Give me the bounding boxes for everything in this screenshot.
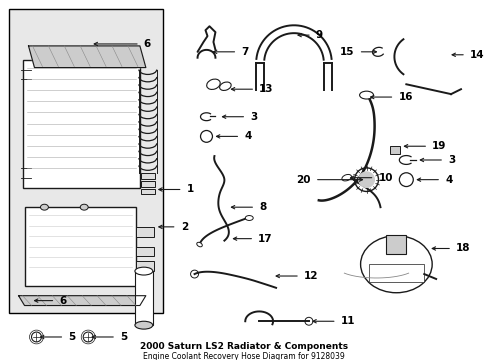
Polygon shape	[28, 46, 145, 68]
Bar	[135, 271, 152, 325]
Ellipse shape	[196, 242, 202, 247]
Bar	[136, 247, 154, 256]
Bar	[141, 181, 155, 186]
Text: 18: 18	[455, 243, 469, 253]
Bar	[9, 9, 163, 314]
Bar	[136, 261, 154, 271]
Bar	[141, 189, 155, 194]
Text: 13: 13	[259, 84, 273, 94]
Bar	[386, 235, 406, 255]
Ellipse shape	[341, 175, 351, 181]
Ellipse shape	[41, 204, 48, 210]
Text: Engine Coolant Recovery Hose Diagram for 9128039: Engine Coolant Recovery Hose Diagram for…	[142, 352, 344, 360]
Text: 14: 14	[469, 50, 484, 60]
Ellipse shape	[245, 216, 253, 220]
Text: 19: 19	[431, 141, 446, 151]
Bar	[24, 207, 136, 286]
Text: 20: 20	[296, 175, 310, 185]
Text: 6: 6	[143, 39, 151, 49]
Bar	[368, 264, 424, 282]
Text: 16: 16	[398, 92, 412, 102]
Bar	[141, 173, 155, 179]
Ellipse shape	[135, 267, 152, 275]
Ellipse shape	[135, 321, 152, 329]
Bar	[389, 146, 400, 154]
Ellipse shape	[206, 79, 220, 90]
Text: 2000 Saturn LS2 Radiator & Components: 2000 Saturn LS2 Radiator & Components	[140, 342, 347, 351]
Text: 4: 4	[244, 131, 251, 141]
Text: 7: 7	[241, 47, 248, 57]
Text: 3: 3	[250, 112, 257, 122]
Text: 5: 5	[120, 332, 127, 342]
Circle shape	[358, 172, 374, 188]
Text: 9: 9	[315, 30, 322, 40]
Bar	[22, 60, 140, 188]
Ellipse shape	[80, 204, 88, 210]
Text: 12: 12	[304, 271, 318, 281]
Bar	[136, 227, 154, 237]
Text: 15: 15	[340, 47, 354, 57]
Ellipse shape	[360, 236, 431, 293]
Text: 11: 11	[340, 316, 354, 326]
Text: 1: 1	[186, 184, 193, 194]
Ellipse shape	[359, 91, 373, 99]
Text: 6: 6	[59, 296, 66, 306]
Text: 4: 4	[444, 175, 451, 185]
Text: 10: 10	[378, 173, 392, 183]
Ellipse shape	[219, 82, 231, 90]
Polygon shape	[19, 296, 145, 306]
Text: 8: 8	[259, 202, 266, 212]
Text: 3: 3	[447, 155, 454, 165]
Text: 17: 17	[258, 234, 272, 244]
Text: 2: 2	[180, 222, 187, 232]
Text: 5: 5	[68, 332, 75, 342]
